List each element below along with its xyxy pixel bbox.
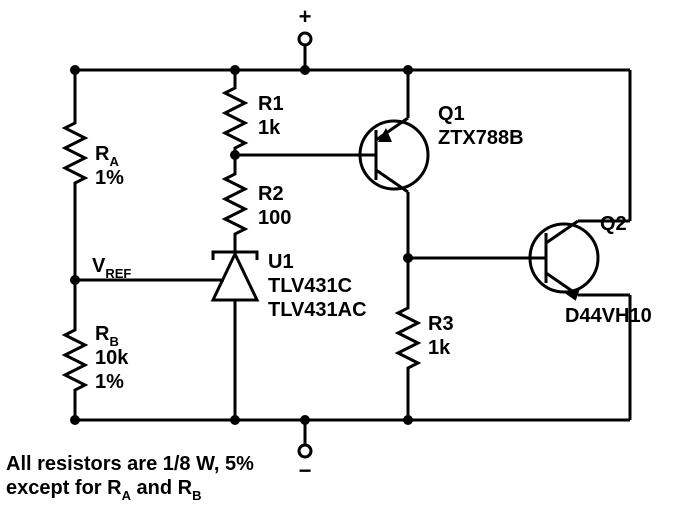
supply-positive-terminal: + <box>299 4 312 70</box>
r2-name: R2 <box>258 183 284 205</box>
supply-positive-label: + <box>299 4 312 29</box>
footnote-line1: All resistors are 1/8 W, 5% <box>6 453 254 475</box>
u1-name: U1 <box>268 251 294 273</box>
resistor-r1 <box>225 82 245 154</box>
resistor-r2 <box>225 168 245 240</box>
supply-negative-terminal: − <box>299 420 312 483</box>
supply-negative-label: − <box>299 458 312 483</box>
r3-name: R3 <box>428 313 454 335</box>
u1-line1: TLV431C <box>268 275 352 297</box>
r2-val: 100 <box>258 207 291 229</box>
shunt-regulator-u1 <box>208 252 257 300</box>
u1-line2: TLV431AC <box>268 299 367 321</box>
r3-val: 1k <box>428 337 451 359</box>
q2-part: D44VH10 <box>565 305 652 327</box>
q1-name: Q1 <box>438 103 465 125</box>
transistor-q1 <box>360 70 428 258</box>
r1-val: 1k <box>258 117 281 139</box>
resistor-ra <box>65 115 85 191</box>
q2-name: Q2 <box>600 213 627 235</box>
r1-name: R1 <box>258 93 284 115</box>
rb-tol: 1% <box>95 371 124 393</box>
transistor-q2 <box>530 70 630 420</box>
footnote-line2: except for RA and RB <box>6 477 202 503</box>
rb-label: RB <box>95 323 119 349</box>
resistor-rb <box>65 322 85 398</box>
rb-val: 10k <box>95 347 129 369</box>
ra-tol: 1% <box>95 167 124 189</box>
ra-label: RA <box>95 143 119 169</box>
circuit-diagram: + − RA 1% VREF RB 10k 1% R1 1k R2 100 U1… <box>0 0 681 508</box>
vref-label: VREF <box>92 255 131 281</box>
resistor-r3 <box>398 300 418 376</box>
q1-part: ZTX788B <box>438 127 524 149</box>
